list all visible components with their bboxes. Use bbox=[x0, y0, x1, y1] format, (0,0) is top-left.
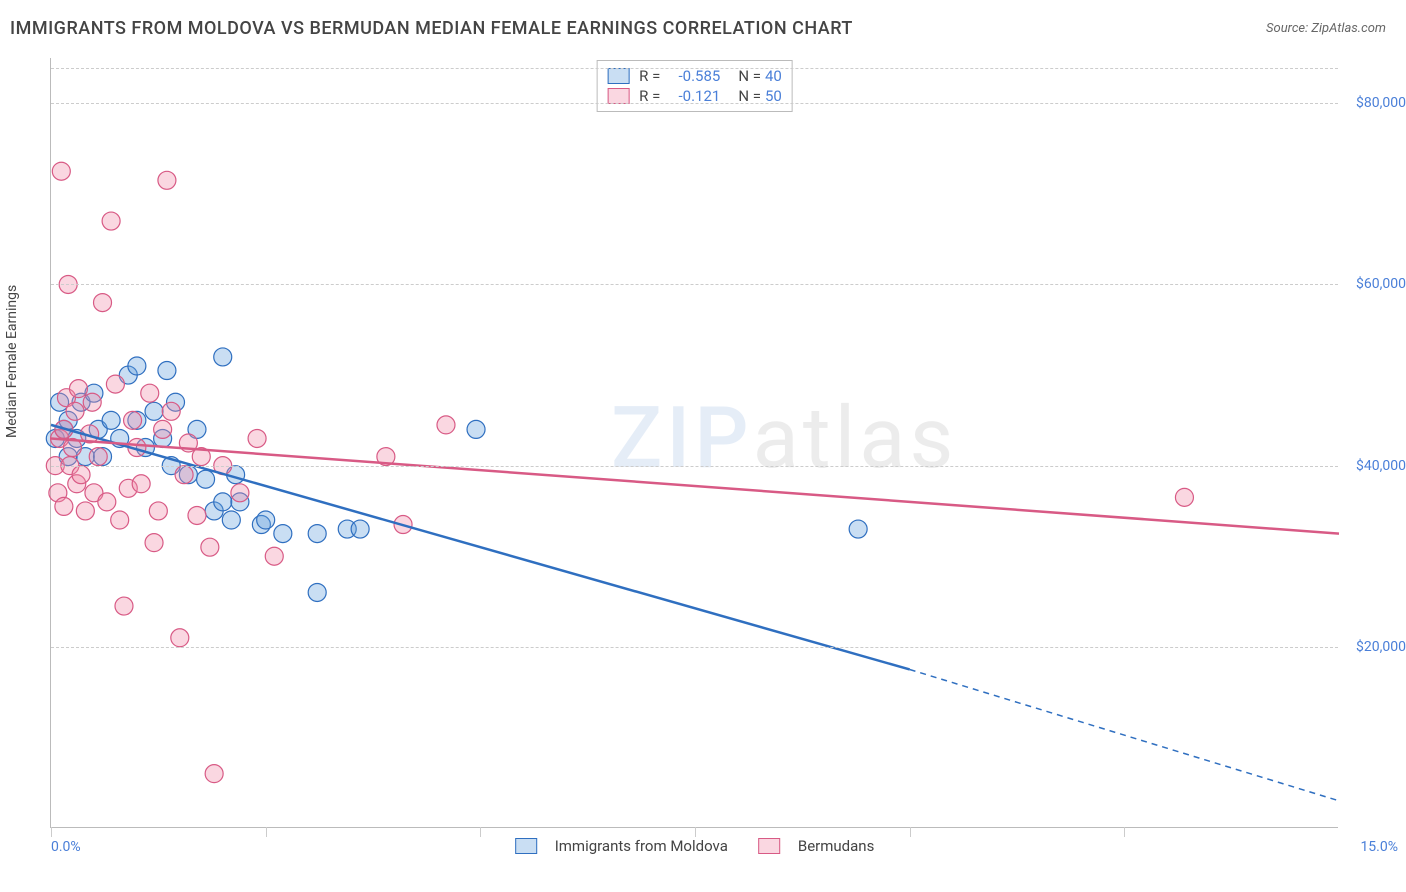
legend-series-name: Bermudans bbox=[798, 837, 874, 855]
legend-series: Immigrants from Moldova Bermudans bbox=[515, 837, 875, 855]
legend-swatch bbox=[515, 838, 537, 854]
scatter-point bbox=[162, 402, 180, 420]
scatter-point bbox=[222, 511, 240, 529]
scatter-point bbox=[308, 525, 326, 543]
page-title: IMMIGRANTS FROM MOLDOVA VS BERMUDAN MEDI… bbox=[10, 18, 853, 39]
y-tick-label: $20,000 bbox=[1346, 639, 1406, 655]
trend-line-dashed bbox=[910, 669, 1339, 800]
scatter-point bbox=[102, 212, 120, 230]
scatter-point bbox=[72, 466, 90, 484]
gridline-h bbox=[51, 466, 1338, 467]
y-tick-label: $60,000 bbox=[1346, 276, 1406, 292]
chart-container: IMMIGRANTS FROM MOLDOVA VS BERMUDAN MEDI… bbox=[0, 0, 1406, 892]
scatter-point bbox=[437, 416, 455, 434]
scatter-point bbox=[308, 583, 326, 601]
plot-area: ZIPatlas R = -0.585N = 40R = -0.121N = 5… bbox=[50, 58, 1338, 828]
legend-swatch bbox=[758, 838, 780, 854]
scatter-point bbox=[141, 384, 159, 402]
scatter-point bbox=[69, 380, 87, 398]
scatter-point bbox=[145, 402, 163, 420]
x-tick bbox=[51, 827, 52, 837]
scatter-point bbox=[76, 502, 94, 520]
scatter-point bbox=[197, 470, 215, 488]
scatter-point bbox=[274, 525, 292, 543]
scatter-point bbox=[214, 348, 232, 366]
x-tick bbox=[695, 827, 696, 837]
gridline-h bbox=[51, 647, 1338, 648]
scatter-point bbox=[188, 506, 206, 524]
scatter-point bbox=[171, 629, 189, 647]
scatter-point bbox=[231, 484, 249, 502]
x-tick bbox=[910, 827, 911, 837]
scatter-point bbox=[98, 493, 116, 511]
scatter-point bbox=[849, 520, 867, 538]
scatter-point bbox=[66, 402, 84, 420]
x-tick bbox=[266, 827, 267, 837]
scatter-point bbox=[175, 466, 193, 484]
gridline-h bbox=[51, 68, 1338, 69]
scatter-point bbox=[83, 393, 101, 411]
scatter-point bbox=[102, 411, 120, 429]
scatter-point bbox=[214, 493, 232, 511]
scatter-point bbox=[128, 357, 146, 375]
legend-series-item: Bermudans bbox=[758, 837, 874, 855]
x-axis-min-label: 0.0% bbox=[51, 839, 81, 855]
scatter-point bbox=[115, 597, 133, 615]
scatter-point bbox=[145, 534, 163, 552]
legend-n-value: 40 bbox=[765, 67, 782, 85]
scatter-point bbox=[257, 511, 275, 529]
scatter-point bbox=[106, 375, 124, 393]
legend-stat-row: R = -0.585 N = 40 bbox=[607, 67, 782, 85]
scatter-point bbox=[94, 294, 112, 312]
chart-svg bbox=[51, 58, 1338, 827]
legend-series-item: Immigrants from Moldova bbox=[515, 837, 728, 855]
scatter-point bbox=[1175, 488, 1193, 506]
scatter-point bbox=[158, 362, 176, 380]
scatter-point bbox=[124, 411, 142, 429]
scatter-point bbox=[52, 162, 70, 180]
legend-r-value: -0.585 bbox=[664, 67, 720, 85]
scatter-point bbox=[351, 520, 369, 538]
x-tick bbox=[480, 827, 481, 837]
y-tick-label: $40,000 bbox=[1346, 458, 1406, 474]
scatter-point bbox=[248, 429, 266, 447]
y-axis-label: Median Female Earnings bbox=[4, 285, 20, 438]
scatter-point bbox=[149, 502, 167, 520]
x-axis-max-label: 15.0% bbox=[1360, 839, 1398, 855]
gridline-h bbox=[51, 284, 1338, 285]
gridline-h bbox=[51, 103, 1338, 104]
x-tick bbox=[1124, 827, 1125, 837]
legend-swatch bbox=[607, 68, 629, 84]
scatter-point bbox=[111, 511, 129, 529]
y-tick-label: $80,000 bbox=[1346, 95, 1406, 111]
header-row: IMMIGRANTS FROM MOLDOVA VS BERMUDAN MEDI… bbox=[10, 18, 1386, 39]
scatter-point bbox=[89, 448, 107, 466]
legend-series-name: Immigrants from Moldova bbox=[555, 837, 728, 855]
legend-n-label: N = bbox=[738, 67, 761, 85]
scatter-point bbox=[55, 497, 73, 515]
legend-swatch bbox=[607, 88, 629, 104]
legend-r-label: R = bbox=[639, 67, 660, 85]
source-label: Source: ZipAtlas.com bbox=[1266, 21, 1386, 36]
scatter-point bbox=[201, 538, 219, 556]
scatter-point bbox=[467, 420, 485, 438]
scatter-point bbox=[158, 171, 176, 189]
scatter-point bbox=[265, 547, 283, 565]
scatter-point bbox=[154, 420, 172, 438]
scatter-point bbox=[205, 765, 223, 783]
scatter-point bbox=[132, 475, 150, 493]
